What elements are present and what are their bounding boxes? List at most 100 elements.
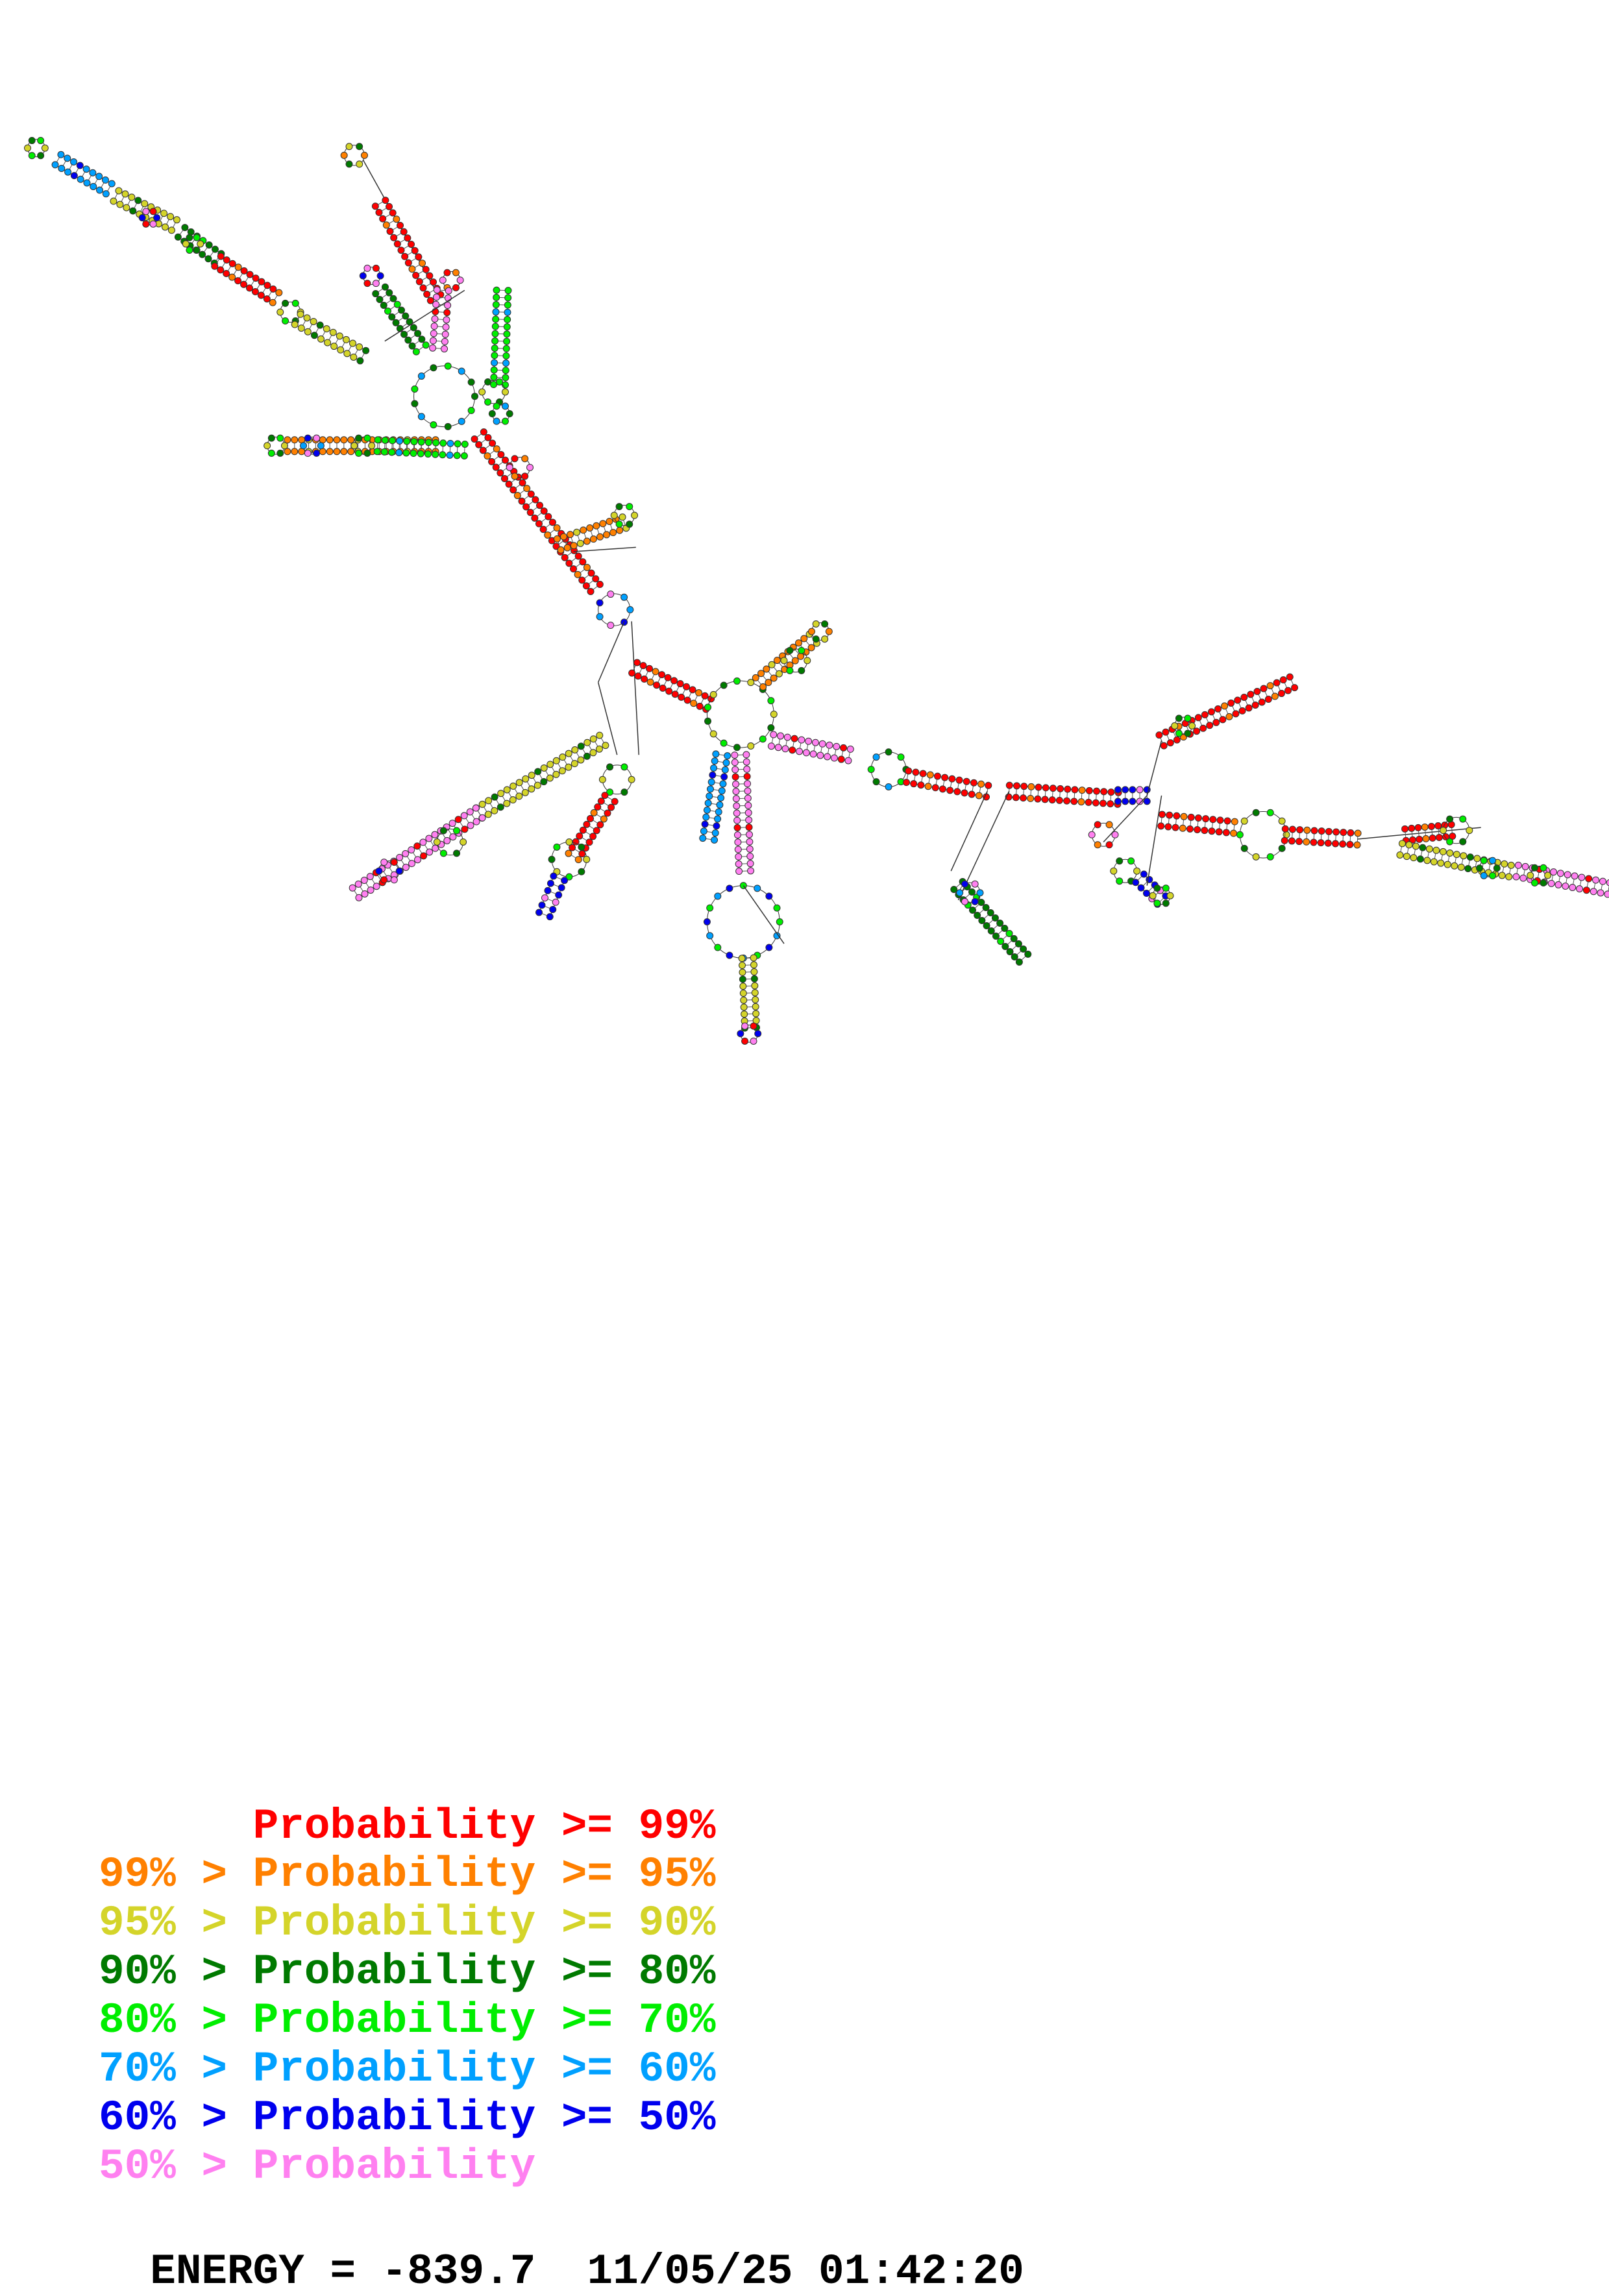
nucleotide: [757, 670, 765, 678]
nucleotide: [1149, 892, 1157, 899]
nucleotide: [461, 825, 469, 833]
legend-upper: 90%: [638, 1899, 716, 1948]
nucleotide: [589, 833, 597, 840]
nucleotide: [759, 683, 767, 690]
nucleotide: [492, 308, 500, 316]
nucleotide: [733, 824, 741, 831]
nucleotide: [388, 448, 396, 456]
nucleotide: [1199, 724, 1207, 732]
nucleotide: [1498, 872, 1506, 879]
nucleotide: [1396, 851, 1404, 859]
nucleotide: [467, 407, 475, 415]
nucleotide: [393, 300, 401, 308]
nucleotide: [579, 826, 587, 834]
nucleotide: [706, 904, 714, 912]
nucleotide: [493, 417, 500, 425]
nucleotide: [578, 843, 585, 851]
nucleotide: [711, 829, 719, 837]
nucleotide: [444, 301, 452, 309]
nucleotide: [1166, 892, 1174, 899]
nucleotide: [342, 336, 350, 343]
nucleotide: [367, 886, 375, 894]
nucleotide: [447, 439, 454, 447]
nucleotide: [347, 436, 355, 444]
nucleotide: [626, 503, 633, 511]
nucleotide: [1010, 934, 1018, 942]
nucleotide: [360, 151, 368, 159]
nucleotide: [565, 559, 573, 567]
nucleotide: [493, 402, 500, 410]
nucleotide: [28, 137, 36, 145]
nucleotide: [747, 679, 755, 687]
nucleotide: [411, 400, 419, 408]
connector: [1146, 740, 1162, 796]
nucleotide: [731, 751, 739, 759]
nucleotide: [404, 234, 411, 242]
nucleotide: [961, 789, 968, 797]
nucleotide: [1041, 796, 1049, 803]
nucleotide: [783, 733, 791, 741]
nucleotide: [252, 275, 260, 282]
nucleotide: [444, 362, 452, 370]
nucleotide: [1460, 852, 1468, 860]
nucleotide: [493, 293, 500, 301]
nucleotide: [1451, 862, 1458, 870]
nucleotide: [1429, 834, 1436, 842]
nucleotide: [491, 345, 498, 352]
nucleotide: [1277, 690, 1285, 698]
nucleotide: [503, 337, 511, 345]
nucleotide: [110, 197, 117, 205]
legend-entry: 99% > Probability >= 95%: [99, 1853, 715, 1896]
nucleotide: [561, 554, 569, 561]
nucleotide: [1011, 953, 1018, 960]
nucleotide: [502, 456, 510, 464]
nucleotide: [400, 330, 408, 338]
nucleotide: [521, 472, 529, 480]
nucleotide: [1212, 718, 1220, 726]
nucleotide: [773, 657, 781, 665]
nucleotide: [770, 674, 778, 682]
nucleotide: [506, 410, 513, 418]
nucleotide: [134, 197, 142, 204]
legend-sep: >: [201, 2045, 228, 2094]
nucleotide: [1252, 809, 1260, 816]
nucleotide: [1339, 840, 1347, 848]
nucleotide: [977, 780, 985, 788]
nucleotide: [746, 845, 754, 853]
nucleotide: [558, 767, 566, 775]
nucleotide: [458, 417, 465, 425]
nucleotide: [706, 792, 713, 800]
nucleotide: [478, 388, 486, 396]
nucleotide: [652, 668, 659, 676]
nucleotide: [770, 711, 778, 718]
nucleotide: [402, 449, 410, 457]
energy-eq: =: [330, 2247, 356, 2296]
nucleotide: [393, 240, 401, 248]
nucleotide: [356, 357, 364, 365]
nucleotide: [704, 800, 712, 807]
backbone: [118, 190, 177, 221]
nucleotide: [1116, 877, 1124, 885]
nucleotide: [1505, 873, 1513, 881]
nucleotide: [683, 696, 691, 704]
nucleotide: [1333, 828, 1340, 836]
nucleotide: [538, 901, 546, 909]
nucleotide: [186, 234, 193, 241]
nucleotide: [545, 513, 552, 520]
nucleotide: [1201, 711, 1209, 718]
connector: [597, 682, 618, 755]
nucleotide: [744, 780, 752, 788]
nucleotide: [1184, 729, 1192, 737]
nucleotide: [1278, 817, 1286, 825]
nucleotide: [626, 606, 634, 614]
nucleotide: [1252, 853, 1260, 861]
nucleotide: [303, 314, 311, 322]
legend-label: Probability: [252, 2094, 536, 2142]
nucleotide: [996, 919, 1004, 927]
nucleotide: [780, 657, 788, 665]
nucleotide: [504, 315, 511, 323]
nucleotide: [1006, 947, 1014, 955]
nucleotide: [401, 252, 409, 260]
nucleotide: [1512, 873, 1520, 881]
nucleotide: [501, 417, 509, 425]
